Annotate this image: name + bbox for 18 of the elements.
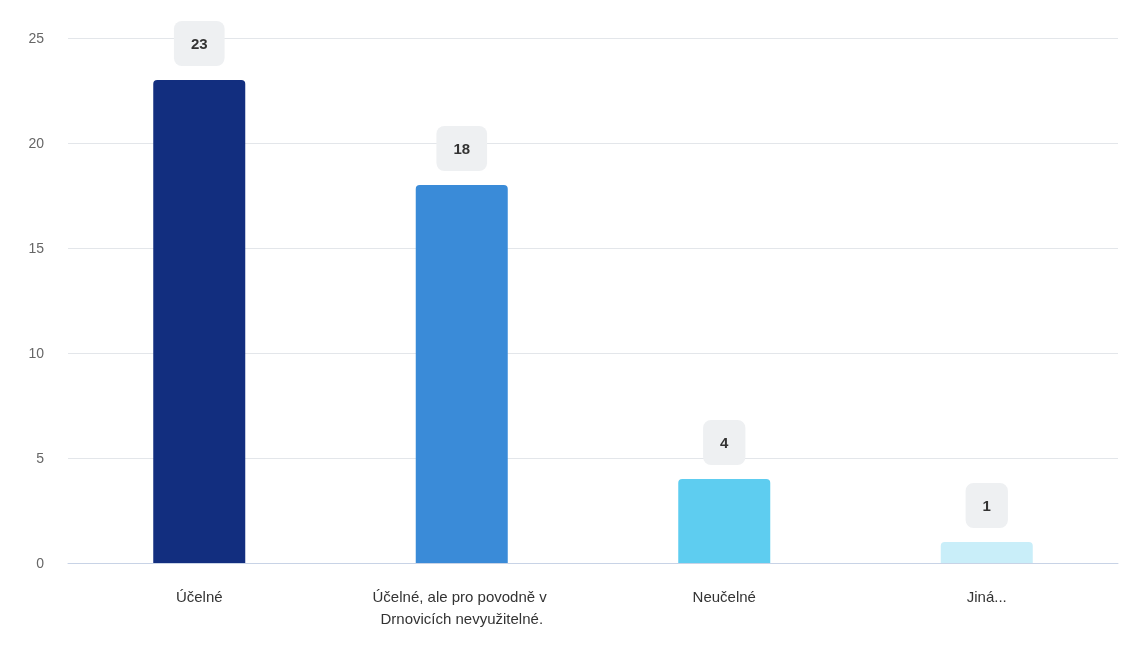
bar — [153, 80, 246, 563]
y-tick-label: 10 — [28, 345, 45, 361]
x-tick-label: Účelné, ale pro povodně v Drnovicích nevyužitelné. — [372, 587, 551, 627]
data-label: 23 — [190, 35, 208, 52]
y-tick-label: 20 — [28, 135, 45, 151]
y-tick-label: 5 — [36, 450, 45, 466]
y-tick-label: 15 — [28, 240, 45, 256]
bar — [940, 542, 1033, 563]
x-tick-label: Účelné — [175, 587, 223, 605]
x-tick-label: Neučelné — [692, 587, 756, 605]
y-tick-label: 25 — [28, 30, 45, 46]
bar — [678, 479, 771, 563]
bar — [415, 185, 508, 563]
y-tick-label: 0 — [36, 555, 45, 571]
x-tick-label: Jiná... — [966, 587, 1007, 605]
data-label: 4 — [720, 434, 730, 451]
data-label: 18 — [453, 140, 471, 157]
data-label: 1 — [982, 497, 991, 514]
